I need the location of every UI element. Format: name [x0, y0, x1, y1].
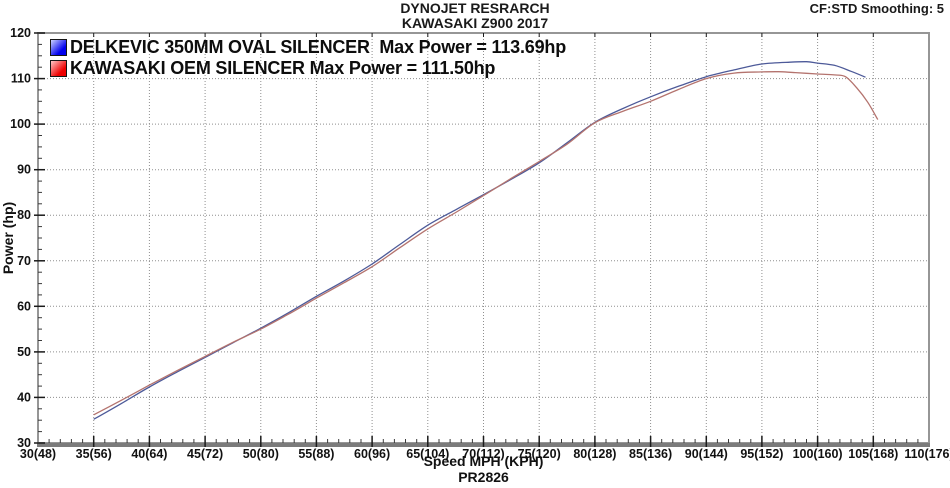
- legend-label-oem: KAWASAKI OEM SILENCER Max Power = 111.50…: [70, 58, 496, 78]
- x-tick-label: 90(144): [685, 447, 728, 461]
- y-tick-label: 50: [17, 345, 31, 359]
- y-tick-label: 80: [17, 208, 31, 222]
- x-tick-label: 45(72): [187, 447, 223, 461]
- y-tick-label: 30: [17, 436, 31, 450]
- x-tick-label: 75(120): [518, 447, 561, 461]
- y-tick-label: 40: [17, 390, 31, 404]
- x-tick-label: 65(104): [406, 447, 449, 461]
- y-tick-label: 90: [17, 163, 31, 177]
- x-tick-label: 110(176): [904, 447, 950, 461]
- chart-legend: DELKEVIC 350MM OVAL SILENCER Max Power =…: [50, 37, 566, 79]
- x-tick-label: 50(80): [243, 447, 279, 461]
- x-tick-label: 70(112): [462, 447, 504, 461]
- y-tick-label: 110: [11, 72, 31, 86]
- x-tick-label: 35(56): [76, 447, 112, 461]
- legend-row-oem: KAWASAKI OEM SILENCER Max Power = 111.50…: [50, 58, 566, 79]
- legend-swatch-blue-icon: [50, 39, 67, 56]
- legend-label-delkevic: DELKEVIC 350MM OVAL SILENCER Max Power =…: [70, 37, 566, 57]
- x-axis-label: Speed MPH (KPH): [423, 453, 544, 469]
- series-line-oem: [93, 71, 879, 416]
- page-subtitle: KAWASAKI Z900 2017: [401, 15, 549, 31]
- legend-swatch-red-icon: [50, 60, 67, 77]
- y-tick-label: 100: [10, 117, 31, 131]
- x-tick-label: 30(48): [20, 447, 56, 461]
- y-tick-label: 60: [17, 299, 31, 313]
- run-id: PR2826: [458, 469, 509, 485]
- x-tick-label: 40(64): [131, 447, 167, 461]
- legend-row-delkevic: DELKEVIC 350MM OVAL SILENCER Max Power =…: [50, 37, 566, 58]
- y-tick-label: 120: [10, 26, 31, 40]
- y-tick-label: 70: [17, 254, 31, 268]
- smoothing-setting: CF:STD Smoothing: 5: [809, 1, 944, 16]
- page-title: DYNOJET RESRARCH: [400, 0, 550, 16]
- series-line-delkevic: [93, 61, 866, 420]
- x-tick-label: 100(160): [793, 447, 843, 461]
- x-tick-label: 80(128): [573, 447, 616, 461]
- x-tick-label: 60(96): [354, 447, 390, 461]
- x-tick-label: 85(136): [629, 447, 672, 461]
- x-tick-label: 55(88): [298, 447, 334, 461]
- x-tick-label: 105(168): [848, 447, 898, 461]
- x-tick-label: 95(152): [740, 447, 783, 461]
